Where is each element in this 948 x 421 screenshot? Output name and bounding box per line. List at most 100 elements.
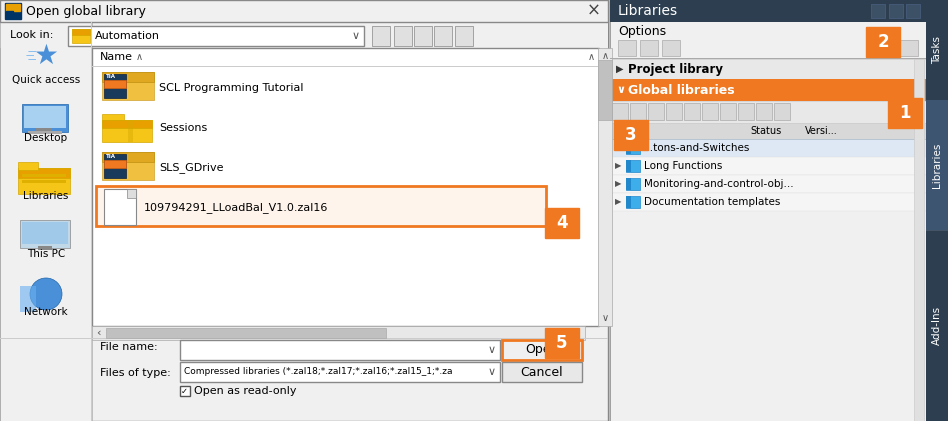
Text: ∨: ∨ [616, 85, 625, 95]
Text: File name:: File name: [100, 342, 157, 352]
Text: ∨: ∨ [488, 367, 496, 377]
Text: —: — [28, 56, 36, 64]
Text: ‹: ‹ [96, 328, 100, 338]
Text: TIA: TIA [106, 75, 116, 80]
Bar [738, 103, 754, 120]
Bar [598, 60, 612, 120]
Bar [72, 29, 90, 35]
Bar [102, 120, 152, 128]
Bar [0, 0, 608, 22]
Bar [612, 103, 628, 120]
Bar [618, 40, 636, 56]
Text: 5: 5 [556, 334, 568, 352]
Bar [720, 103, 736, 120]
Text: ∧: ∧ [601, 51, 609, 61]
Bar [434, 26, 452, 46]
Text: 109794291_LLoadBal_V1.0.zal16: 109794291_LLoadBal_V1.0.zal16 [144, 203, 328, 213]
Bar [906, 4, 920, 18]
Bar [104, 80, 126, 88]
Bar [926, 100, 948, 230]
Bar [372, 26, 390, 46]
Text: TIA: TIA [106, 155, 116, 160]
Bar [92, 48, 599, 326]
Bar [0, 338, 608, 339]
Bar [702, 103, 718, 120]
Text: Documentation templates: Documentation templates [644, 197, 780, 207]
Text: 2: 2 [877, 33, 889, 51]
Text: Status: Status [750, 126, 781, 136]
Bar [610, 175, 926, 193]
Text: ★: ★ [33, 42, 59, 70]
Text: ×: × [587, 2, 601, 20]
Text: —: — [28, 48, 36, 56]
Bar [102, 120, 152, 142]
Bar [610, 193, 926, 211]
Bar [92, 326, 585, 340]
Text: Tasks: Tasks [932, 36, 942, 64]
Text: 3: 3 [625, 126, 637, 144]
Bar [18, 168, 70, 194]
Bar [662, 40, 680, 56]
Text: Automation: Automation [95, 31, 160, 41]
Bar [0, 22, 608, 48]
Bar [0, 0, 608, 421]
Text: Desktop: Desktop [25, 133, 67, 143]
Text: Open global library: Open global library [26, 5, 146, 18]
Bar [128, 120, 133, 142]
Text: Libraries: Libraries [24, 191, 68, 201]
Bar [24, 106, 66, 128]
Text: Global libraries: Global libraries [628, 83, 735, 96]
Text: Look in:: Look in: [10, 30, 53, 40]
Bar [5, 3, 21, 19]
Circle shape [30, 278, 62, 310]
Bar [610, 0, 926, 421]
Text: Open: Open [525, 344, 558, 357]
Bar [104, 189, 136, 225]
Text: Sessions: Sessions [159, 123, 208, 133]
Text: Monitoring-and-control-obj...: Monitoring-and-control-obj... [644, 179, 793, 189]
Bar [610, 79, 926, 101]
Bar [0, 22, 92, 421]
Bar [926, 100, 948, 101]
Bar [684, 103, 700, 120]
Bar [626, 142, 631, 154]
Bar [626, 196, 640, 208]
Bar [455, 26, 473, 46]
Bar [878, 40, 918, 56]
Bar [626, 196, 631, 208]
Bar [102, 72, 128, 80]
Bar [626, 178, 640, 190]
Bar [91, 22, 92, 421]
Text: Open as read-only: Open as read-only [194, 386, 297, 396]
Bar [180, 362, 500, 382]
Bar [102, 152, 154, 180]
Text: ▶: ▶ [615, 179, 622, 189]
Text: Na...: Na... [614, 126, 636, 136]
Bar [598, 48, 612, 326]
Bar [866, 27, 900, 57]
Bar [414, 26, 432, 46]
Bar [666, 103, 682, 120]
Text: ▶: ▶ [615, 144, 622, 152]
Text: This PC: This PC [27, 249, 65, 259]
Bar [38, 246, 52, 250]
Bar [774, 103, 790, 120]
Text: Project library: Project library [628, 62, 723, 75]
Bar [626, 178, 631, 190]
Bar [926, 0, 948, 421]
Bar [610, 59, 926, 79]
Text: Network: Network [25, 307, 68, 317]
Bar [104, 74, 126, 98]
Bar [104, 160, 126, 168]
Bar [545, 208, 579, 238]
Bar [889, 4, 903, 18]
Bar [22, 180, 66, 183]
Bar [22, 104, 68, 132]
Bar [640, 40, 658, 56]
Text: ▶: ▶ [615, 197, 622, 206]
Bar [626, 142, 640, 154]
Bar [926, 230, 948, 231]
Bar [68, 26, 364, 46]
Bar [630, 103, 646, 120]
Text: Name: Name [100, 52, 133, 62]
